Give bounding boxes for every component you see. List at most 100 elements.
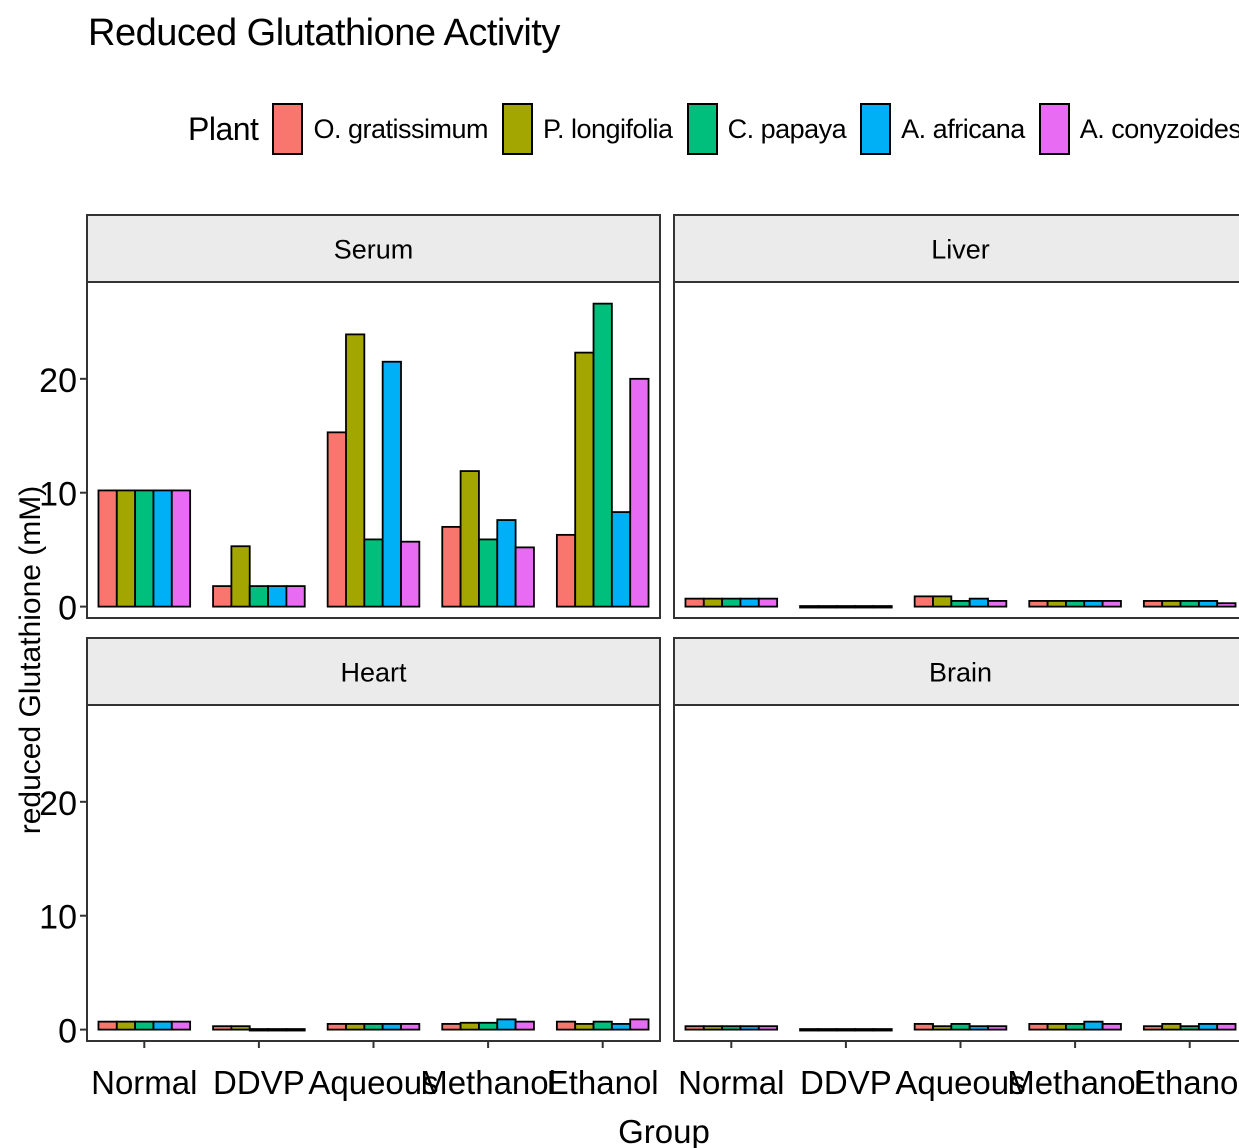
bar xyxy=(400,540,421,608)
bar xyxy=(757,597,779,608)
bar xyxy=(1179,1025,1200,1031)
bar xyxy=(950,600,971,608)
facet-strip xyxy=(86,637,661,706)
bar xyxy=(950,1023,971,1031)
bar xyxy=(721,1025,742,1031)
facet-strip-label: Serum xyxy=(334,235,414,265)
facet-strip-label: Liver xyxy=(931,235,990,265)
x-tick-label: Ethanol xyxy=(547,1064,659,1101)
bar xyxy=(285,585,306,608)
bar xyxy=(514,1020,535,1031)
bar xyxy=(799,605,820,609)
x-tick-label: Aqueous xyxy=(308,1064,438,1101)
bar xyxy=(872,1028,893,1032)
bar xyxy=(326,1023,347,1031)
facet-strip-label: Brain xyxy=(929,658,992,688)
bar xyxy=(555,1020,577,1031)
bar xyxy=(230,1025,251,1031)
legend-key xyxy=(860,103,892,155)
bar xyxy=(1142,1025,1164,1031)
bar xyxy=(459,1021,480,1031)
chart-title: Reduced Glutathione Activity xyxy=(88,12,560,54)
bar xyxy=(721,597,742,608)
bar xyxy=(592,1020,613,1031)
bar xyxy=(514,546,535,608)
legend: Plant O. gratissimum P. longifolia C. pa… xyxy=(188,100,1239,158)
bar xyxy=(932,595,953,608)
bar xyxy=(1216,602,1237,608)
bar xyxy=(115,489,137,608)
panel-border xyxy=(673,281,1239,619)
bar xyxy=(1046,1023,1067,1031)
bar xyxy=(400,1023,421,1031)
bar xyxy=(684,1025,705,1031)
bar xyxy=(1101,600,1122,608)
x-tick-label: Normal xyxy=(91,1064,197,1101)
bar xyxy=(835,1028,856,1032)
bar xyxy=(381,1023,402,1031)
x-tick-label: Normal xyxy=(678,1064,784,1101)
bar xyxy=(610,511,632,608)
bar xyxy=(345,1023,366,1031)
bar xyxy=(441,1023,462,1031)
bar xyxy=(1065,1023,1086,1031)
bar xyxy=(968,597,989,608)
bar xyxy=(170,489,192,608)
bar xyxy=(1161,1023,1182,1031)
bar xyxy=(134,489,155,608)
panel-border xyxy=(86,281,661,619)
bar xyxy=(799,1028,820,1032)
bar xyxy=(1028,1023,1049,1031)
y-tick-label: 10 xyxy=(39,899,77,937)
bar xyxy=(381,360,402,608)
facet-strip xyxy=(673,637,1239,706)
bar xyxy=(267,1028,288,1032)
legend-key xyxy=(686,103,718,155)
facet-strip xyxy=(673,214,1239,283)
bar xyxy=(248,585,269,608)
bar xyxy=(702,597,724,608)
bar xyxy=(629,1018,650,1031)
bar xyxy=(285,1028,306,1032)
y-tick-label: 0 xyxy=(58,1013,77,1051)
legend-item: C. papaya xyxy=(686,103,847,155)
facet-strip-label: Heart xyxy=(340,658,407,688)
bar xyxy=(1065,600,1086,608)
bar xyxy=(248,1028,269,1032)
legend-item: A. conyzoides xyxy=(1038,103,1239,155)
x-tick-label: DDVP xyxy=(213,1064,305,1101)
legend-key xyxy=(501,103,533,155)
y-axis-title: reduced Glutathione (mM) xyxy=(14,486,47,835)
bar xyxy=(739,597,760,608)
y-tick-label: 0 xyxy=(58,590,77,628)
bar xyxy=(1046,600,1067,608)
x-tick-label: DDVP xyxy=(800,1064,892,1101)
legend-label: P. longifolia xyxy=(542,113,673,144)
legend-item: P. longifolia xyxy=(501,103,673,155)
bar xyxy=(739,1025,760,1031)
bar xyxy=(835,605,856,609)
bar xyxy=(1161,600,1182,608)
bar xyxy=(1101,1023,1122,1031)
legend-label: C. papaya xyxy=(727,113,847,144)
x-axis-title: Group xyxy=(618,1113,710,1148)
bar xyxy=(267,585,288,608)
bar xyxy=(1179,600,1200,608)
bar xyxy=(854,1028,875,1032)
bar xyxy=(1216,1023,1237,1031)
x-tick-label: Ethanol xyxy=(1134,1064,1239,1101)
y-tick-label: 20 xyxy=(39,785,77,823)
bar xyxy=(555,533,577,608)
bar xyxy=(757,1025,779,1031)
bar xyxy=(496,1018,517,1031)
bar xyxy=(1083,600,1104,608)
bar xyxy=(230,545,251,608)
legend-label: O. gratissimum xyxy=(313,113,488,144)
bar xyxy=(115,1020,137,1031)
legend-item: O. gratissimum xyxy=(272,103,488,155)
bar xyxy=(684,597,705,608)
bar xyxy=(326,431,347,608)
bar xyxy=(152,489,173,608)
x-tick-label: Aqueous xyxy=(895,1064,1025,1101)
